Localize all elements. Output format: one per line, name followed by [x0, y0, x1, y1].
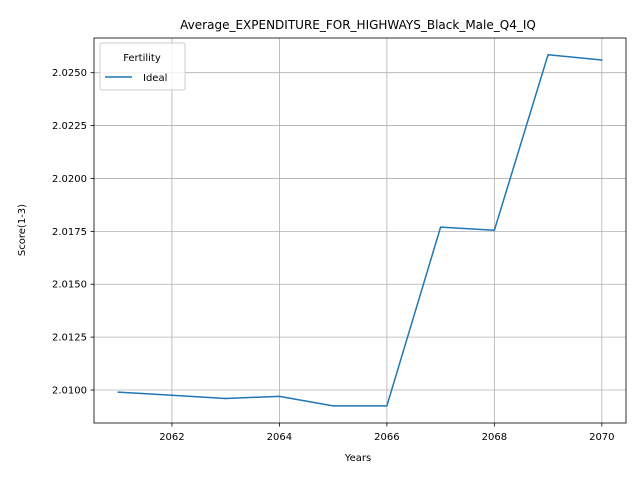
data-point [386, 405, 388, 407]
x-tick-label: 2062 [159, 432, 184, 443]
x-tick-label: 2066 [374, 432, 399, 443]
y-tick-label: 2.0100 [52, 386, 87, 397]
x-tick-label: 2068 [482, 432, 507, 443]
x-ticks: 2062 2064 2066 2068 2070 [159, 423, 615, 443]
data-point [332, 405, 334, 407]
chart-title: Average_EXPENDITURE_FOR_HIGHWAYS_Black_M… [180, 18, 536, 32]
y-tick-label: 2.0250 [52, 68, 87, 79]
data-point [224, 397, 227, 400]
y-tick-label: 2.0150 [52, 280, 87, 291]
y-tick-label: 2.0125 [52, 333, 87, 344]
y-tick-label: 2.0225 [52, 121, 87, 132]
y-tick-label: 2.0175 [52, 227, 87, 238]
data-point [547, 53, 549, 56]
data-point [278, 395, 281, 398]
legend-label-ideal: Ideal [143, 73, 167, 84]
series-layer [117, 53, 603, 407]
y-ticks: 2.0100 2.0125 2.0150 2.0175 2.0200 2.0225 2.02… [52, 68, 94, 397]
data-point [171, 394, 173, 397]
y-axis-label: Score(1-3) [17, 204, 28, 256]
legend-title: Fertility [123, 53, 161, 64]
data-point [601, 59, 603, 61]
plot-frame [93, 37, 627, 424]
legend-box [99, 42, 186, 91]
x-tick-label: 2064 [267, 432, 292, 443]
data-point [117, 391, 119, 393]
y-tick-label: 2.0200 [52, 174, 87, 185]
series-line-ideal [118, 53, 602, 407]
grid [94, 38, 626, 423]
x-tick-label: 2070 [589, 432, 614, 443]
data-point [439, 226, 442, 228]
data-point [493, 229, 496, 232]
x-axis-label: Years [344, 453, 371, 464]
legend: Fertility Ideal [99, 42, 186, 91]
